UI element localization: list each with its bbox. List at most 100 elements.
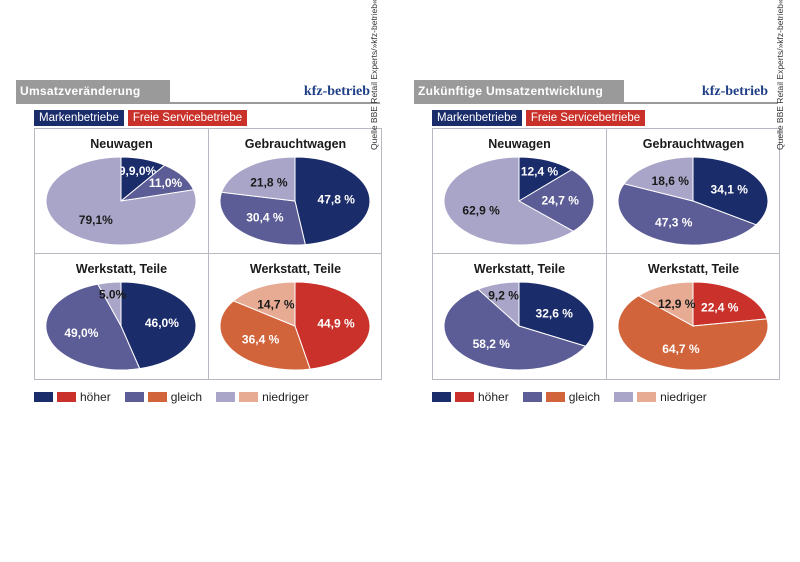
legend-label-niedriger: niedriger: [660, 390, 707, 404]
pie-slice-hoeher: [518, 156, 573, 202]
panel-umsatzveraenderung: Umsatzveränderung kfz-betrieb Markenbetr…: [16, 80, 394, 410]
pie-slice-gleich: [517, 169, 595, 232]
swatch-niedriger-marken: [216, 392, 236, 402]
data-label-niedriger: 5.0%: [99, 288, 127, 302]
pie-slice-hoeher: [294, 281, 371, 370]
source-note: Quelle BBE Retail Experts/»kfz-betrieb«: [369, 0, 379, 150]
legend-markenbetriebe: Markenbetriebe: [34, 110, 124, 126]
data-label-hoeher: 47,8 %: [318, 192, 356, 206]
data-label-gleich: 58,2 %: [473, 337, 511, 351]
data-label-hoeher: 44,9 %: [317, 317, 355, 331]
panel-title: Umsatzveränderung: [16, 80, 170, 102]
quad-2: Werkstatt, Teile 46,0% 49,0% 5.0%: [35, 254, 208, 378]
swatch-niedriger-freie: [239, 392, 259, 402]
data-label-gleich: 64,7 %: [662, 342, 700, 356]
data-label-gleich: 11,0%: [149, 176, 183, 190]
pie-slice-niedriger: [623, 156, 694, 202]
pie-title: Werkstatt, Teile: [473, 262, 566, 276]
pie-chart-neuwagen: 12,4 % 24,7 % 62,9 %: [443, 156, 595, 246]
pie-slice-hoeher: [518, 281, 595, 347]
pie-slice-gleich: [45, 283, 141, 371]
pie-slice-gleich: [219, 300, 311, 371]
swatch-gleich-freie: [545, 392, 565, 402]
pie-chart-werkstatt-marken: 46,0% 49,0% 5.0%: [45, 281, 197, 371]
pie-slice-gleich: [443, 288, 587, 371]
data-label-hoeher: 12,4 %: [521, 165, 559, 179]
data-label-gleich: 36,4 %: [242, 332, 280, 346]
pie-chart-werkstatt-freie: 44,9 % 36,4 % 14,7 %: [219, 281, 371, 371]
quad-1: Gebrauchtwagen 47,8 % 30,4 % 21,8 %: [209, 129, 382, 253]
pie-chart-gebrauchtwagen: 47,8 % 30,4 % 21,8 %: [219, 156, 371, 246]
pie-title: Werkstatt, Teile: [647, 262, 740, 276]
data-label-niedriger: 18,6 %: [652, 174, 690, 188]
pie-title: Werkstatt, Teile: [75, 262, 168, 276]
legend-freie-servicebetriebe: Freie Servicebetriebe: [127, 110, 248, 126]
data-label-hoeher: 22,4 %: [701, 301, 739, 315]
data-label-gleich: 24,7 %: [542, 194, 580, 208]
group-legend: Markenbetriebe Freie Servicebetriebe: [34, 110, 248, 126]
pie-slice-gleich: [617, 183, 758, 246]
pie-slice-niedriger: [45, 156, 197, 246]
data-label-hoeher: 46,0%: [145, 316, 179, 330]
data-label-niedriger: 21,8 %: [250, 175, 288, 189]
pie-slice-hoeher: [294, 156, 371, 246]
data-label-hoeher: 34,1 %: [711, 182, 749, 196]
data-label-hoeher: 9,9,0%: [119, 164, 157, 178]
legend-freie-servicebetriebe: Freie Servicebetriebe: [525, 110, 646, 126]
data-label-gleich: 47,3 %: [655, 215, 693, 229]
pie-slice-niedriger: [637, 281, 694, 327]
pie-grid: Neuwagen 12,4 % 24,7 % 62,9 % Gebrauchtwag…: [432, 128, 780, 380]
pie-title: Gebrauchtwagen: [642, 137, 745, 151]
pie-chart-gebrauchtwagen: 34,1 % 47,3 % 18,6 %: [617, 156, 769, 246]
data-label-niedriger: 14,7 %: [257, 298, 295, 312]
swatch-niedriger-freie: [637, 392, 657, 402]
legend-markenbetriebe: Markenbetriebe: [432, 110, 522, 126]
brand-logo: kfz-betrieb: [303, 84, 370, 99]
divider: [35, 253, 381, 254]
pie-title: Werkstatt, Teile: [249, 262, 342, 276]
quad-3: Werkstatt, Teile 44,9 % 36,4 % 14,7 %: [209, 254, 382, 378]
swatch-gleich-marken: [522, 392, 542, 402]
data-label-gleich: 49,0%: [64, 326, 98, 340]
pie-slice-niedriger: [97, 281, 122, 328]
legend-label-niedriger: niedriger: [262, 390, 309, 404]
quad-1: Gebrauchtwagen 34,1 % 47,3 % 18,6 %: [607, 129, 780, 253]
pie-slice-niedriger: [220, 156, 296, 202]
pie-slice-niedriger: [232, 281, 296, 327]
data-label-hoeher: 32,6 %: [536, 306, 574, 320]
pie-title: Neuwagen: [90, 137, 153, 151]
panel-zukuenftige-umsatzentwicklung: Zukünftige Umsatzentwicklung kfz-betrieb…: [414, 80, 792, 410]
divider: [433, 253, 779, 254]
source-note: Quelle BBE Retail Experts/»kfz-betrieb«: [775, 0, 785, 150]
panel-title: Zukünftige Umsatzentwicklung: [414, 80, 624, 102]
legend-label-gleich: gleich: [170, 390, 203, 404]
pie-slice-gleich: [617, 295, 769, 371]
brand-logo: kfz-betrieb: [701, 84, 768, 99]
quad-3: Werkstatt, Teile 22,4 % 64,7 % 12,9 %: [607, 254, 780, 378]
quad-0: Neuwagen 12,4 % 24,7 % 62,9 %: [433, 129, 606, 253]
swatch-gleich-marken: [124, 392, 144, 402]
divider: [208, 129, 209, 379]
legend-label-hoeher: höher: [478, 390, 509, 404]
legend-label-gleich: gleich: [568, 390, 601, 404]
pie-slice-gleich: [219, 191, 306, 246]
swatch-hoeher-freie: [57, 392, 76, 402]
pie-slice-hoeher: [692, 281, 768, 327]
divider: [606, 129, 607, 379]
pie-slice-niedriger: [477, 281, 520, 328]
pie-title: Gebrauchtwagen: [244, 137, 347, 151]
quad-0: Neuwagen 9,9,0% 11,0% 79,1%: [35, 129, 208, 253]
group-legend: Markenbetriebe Freie Servicebetriebe: [432, 110, 646, 126]
swatch-hoeher-marken: [34, 392, 53, 402]
title-underline: [414, 102, 778, 104]
data-label-niedriger: 79,1%: [79, 213, 113, 227]
data-label-gleich: 30,4 %: [246, 211, 284, 225]
legend-label-hoeher: höher: [80, 390, 111, 404]
data-label-niedriger: 12,9 %: [658, 297, 696, 311]
swatch-niedriger-marken: [614, 392, 634, 402]
value-legend: höher gleich niedriger: [432, 390, 721, 404]
pie-slice-hoeher: [120, 281, 197, 370]
pie-title: Neuwagen: [488, 137, 551, 151]
pie-chart-neuwagen: 9,9,0%11,0% 79,1%: [45, 156, 197, 246]
data-label-niedriger: 9,2 %: [488, 289, 519, 303]
